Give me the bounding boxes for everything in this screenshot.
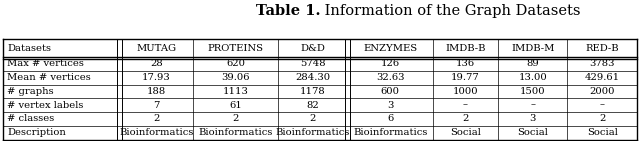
Text: 89: 89 (527, 59, 539, 68)
Text: 2: 2 (232, 114, 239, 123)
Text: 17.93: 17.93 (142, 73, 171, 82)
Text: 19.77: 19.77 (451, 73, 480, 82)
Text: –: – (600, 101, 605, 110)
Text: PROTEINS: PROTEINS (207, 44, 264, 53)
Text: # vertex labels: # vertex labels (7, 101, 83, 110)
Text: Social: Social (450, 128, 481, 137)
Text: # graphs: # graphs (7, 87, 54, 96)
Text: Bioinformatics: Bioinformatics (198, 128, 273, 137)
Text: 1500: 1500 (520, 87, 545, 96)
Text: 600: 600 (381, 87, 399, 96)
Text: 1178: 1178 (300, 87, 326, 96)
Text: Max # vertices: Max # vertices (7, 59, 84, 68)
Text: 3: 3 (529, 114, 536, 123)
Text: –: – (531, 101, 535, 110)
Text: Information of the Graph Datasets: Information of the Graph Datasets (320, 4, 580, 18)
Text: # classes: # classes (7, 114, 54, 123)
Text: 2000: 2000 (589, 87, 615, 96)
Text: 28: 28 (150, 59, 163, 68)
Text: IMDB-M: IMDB-M (511, 44, 554, 53)
Text: 2: 2 (310, 114, 316, 123)
Text: 429.61: 429.61 (584, 73, 620, 82)
Text: –: – (463, 101, 468, 110)
Text: 39.06: 39.06 (221, 73, 250, 82)
Text: 3: 3 (387, 101, 394, 110)
Text: Mean # vertices: Mean # vertices (7, 73, 91, 82)
Text: D&D: D&D (300, 44, 325, 53)
Text: Table 1.: Table 1. (255, 4, 320, 18)
Text: 188: 188 (147, 87, 166, 96)
Text: RED-B: RED-B (586, 44, 619, 53)
Text: Datasets: Datasets (7, 44, 51, 53)
Text: 3783: 3783 (589, 59, 615, 68)
Text: ENZYMES: ENZYMES (363, 44, 417, 53)
Text: IMDB-B: IMDB-B (445, 44, 486, 53)
Text: 620: 620 (226, 59, 245, 68)
Text: 61: 61 (229, 101, 242, 110)
Text: 126: 126 (381, 59, 400, 68)
Text: 7: 7 (154, 101, 159, 110)
Text: Description: Description (7, 128, 66, 137)
Text: 1000: 1000 (452, 87, 478, 96)
Text: 2: 2 (599, 114, 605, 123)
Text: Social: Social (587, 128, 618, 137)
Text: 6: 6 (387, 114, 393, 123)
Text: 13.00: 13.00 (518, 73, 547, 82)
Text: 136: 136 (456, 59, 475, 68)
Text: Social: Social (517, 128, 548, 137)
Text: Bioinformatics: Bioinformatics (353, 128, 428, 137)
Text: MUTAG: MUTAG (136, 44, 177, 53)
Text: 5748: 5748 (300, 59, 326, 68)
Text: 284.30: 284.30 (295, 73, 330, 82)
Text: Bioinformatics: Bioinformatics (276, 128, 350, 137)
Text: 2: 2 (154, 114, 159, 123)
Text: Bioinformatics: Bioinformatics (119, 128, 194, 137)
Text: 82: 82 (307, 101, 319, 110)
Text: 32.63: 32.63 (376, 73, 404, 82)
Text: 2: 2 (462, 114, 468, 123)
Text: 1113: 1113 (223, 87, 248, 96)
